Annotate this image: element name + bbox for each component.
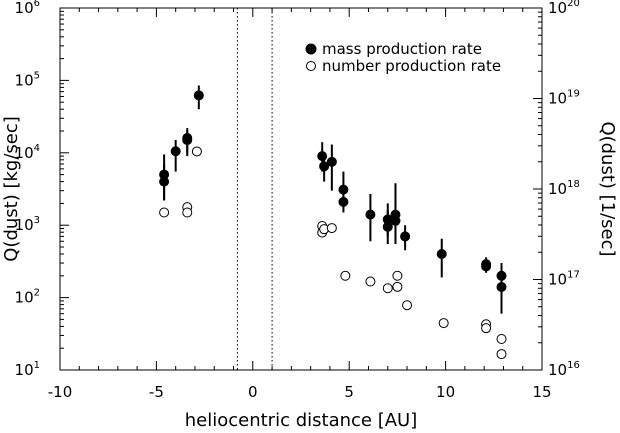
legend-label-number: number production rate	[322, 57, 501, 75]
y-tick-label: 104	[15, 143, 40, 162]
mass-rate-point	[400, 231, 411, 242]
y-tick-exponent: 6	[34, 0, 40, 9]
x-axis-label: heliocentric distance [AU]	[185, 410, 417, 431]
legend-open-marker	[306, 61, 316, 71]
x-tick-label: -5	[149, 383, 164, 401]
y2-tick-base: 10	[548, 0, 567, 17]
number-rate-point	[392, 281, 403, 292]
x-tick-labels: -10 -5 0 5 10 15	[48, 383, 552, 401]
y-tick-label: 103	[15, 215, 40, 234]
number-rate-point	[365, 276, 376, 287]
mass-rate-point	[326, 156, 337, 167]
mass-rate-point	[319, 161, 330, 172]
x-tick-label: 5	[344, 383, 354, 401]
y-tick-exponent: 5	[34, 70, 40, 81]
x-tick-label: 0	[248, 383, 258, 401]
number-rate-point	[382, 283, 393, 294]
y-tick-exponent: 3	[34, 215, 40, 226]
y-tick-base: 10	[15, 144, 34, 162]
number-rate-point	[392, 270, 403, 281]
number-rate-point	[496, 349, 507, 360]
number-rate-point	[191, 146, 202, 157]
legend-label-mass: mass production rate	[322, 40, 482, 58]
mass-rate-point	[159, 176, 170, 187]
mass-rate-point	[170, 146, 181, 157]
y2-tick-label: 1017	[548, 270, 580, 289]
mass-rate-point	[382, 221, 393, 232]
mass-rate-point	[481, 261, 492, 272]
number-rate-point	[402, 300, 413, 311]
y-tick-base: 10	[15, 289, 34, 307]
y2-tick-base: 10	[548, 180, 567, 198]
axis-ticks	[59, 7, 543, 371]
y-tick-label: 105	[15, 70, 40, 89]
x-tick-label: 15	[532, 383, 551, 401]
mass-rate-point	[182, 135, 193, 146]
y-tick-label: 101	[15, 360, 40, 379]
x-tick-label: 10	[436, 383, 455, 401]
number-rate-point	[159, 207, 170, 218]
y2-tick-exponent: 20	[567, 0, 580, 9]
y2-tick-base: 10	[548, 361, 567, 379]
legend-filled-marker	[305, 43, 317, 55]
mass-rate-point	[436, 249, 447, 260]
number-rate-point	[496, 334, 507, 345]
y2-tick-base: 10	[548, 271, 567, 289]
mass-rate-point	[496, 282, 507, 293]
y-tick-base: 10	[15, 0, 34, 17]
mass-rate-point	[365, 209, 376, 220]
y2-tick-exponent: 19	[567, 89, 580, 100]
number-rate-point	[182, 207, 193, 218]
y2-tick-label: 1019	[548, 89, 580, 108]
y2-tick-base: 10	[548, 90, 567, 108]
legend: mass production rate number production r…	[305, 40, 501, 75]
mass-rate-point	[193, 90, 204, 101]
y2-tick-label: 1018	[548, 179, 580, 198]
y-tick-base: 10	[15, 361, 34, 379]
data-points	[159, 90, 507, 360]
number-rate-point	[481, 323, 492, 334]
mass-rate-point	[390, 215, 401, 226]
mass-rate-point	[496, 270, 507, 281]
y2-axis-label: Q(dust) [1/sec]	[597, 121, 618, 256]
y2-tick-label: 1020	[548, 0, 580, 17]
mass-rate-point	[317, 151, 328, 162]
reference-lines	[236, 8, 273, 370]
y2-tick-exponent: 18	[567, 179, 580, 190]
number-rate-point	[326, 223, 337, 234]
y-tick-label: 106	[15, 0, 40, 17]
y2-tick-exponent: 17	[567, 270, 580, 281]
y-tick-exponent: 1	[34, 360, 40, 371]
x-tick-label: -10	[48, 383, 73, 401]
error-bars	[163, 85, 503, 314]
mass-rate-point	[338, 196, 349, 207]
y-tick-label: 102	[15, 288, 40, 307]
number-rate-point	[438, 318, 449, 329]
y-tick-exponent: 4	[34, 143, 40, 154]
y-tick-exponent: 2	[34, 288, 40, 299]
y-tick-base: 10	[15, 71, 34, 89]
y-tick-base: 10	[15, 216, 34, 234]
y2-tick-label: 1016	[548, 360, 580, 379]
y2-tick-exponent: 16	[567, 360, 580, 371]
y-axis-label: Q(dust) [kg/sec]	[1, 116, 22, 262]
mass-rate-point	[338, 184, 349, 195]
number-rate-point	[340, 270, 351, 281]
